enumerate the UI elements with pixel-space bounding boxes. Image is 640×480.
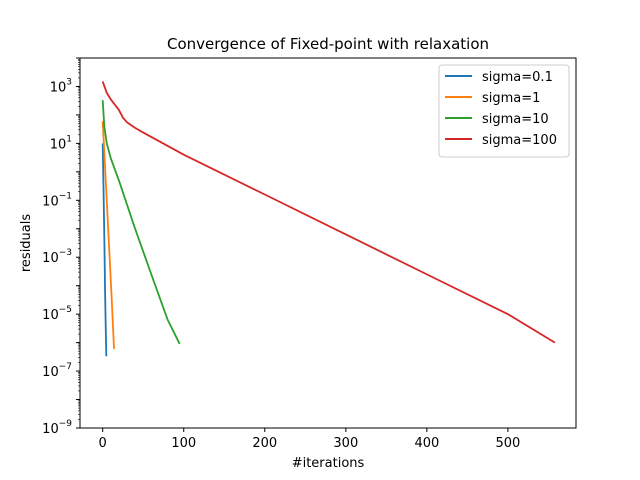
series-line-sigma-100: [101, 81, 556, 344]
x-tick-label: 0: [99, 436, 107, 451]
legend-entry-label: sigma=10: [482, 112, 549, 127]
legend-entry-label: sigma=1: [482, 91, 540, 106]
legend-entry-label: sigma=0.1: [482, 70, 553, 85]
legend: sigma=0.1 sigma=1 sigma=10 sigma=100: [438, 64, 570, 158]
legend-entry-label: sigma=100: [482, 133, 557, 148]
y-tick-label: 101: [50, 134, 72, 152]
series-layer: [101, 81, 556, 357]
y-tick-label: 10−7: [42, 362, 72, 380]
legend-box: [438, 64, 570, 158]
y-tick-label: 10−5: [42, 305, 72, 323]
series-line-sigma-10: [101, 100, 181, 345]
x-tick-label: 500: [496, 436, 521, 451]
y-axis-ticks: 10−9 10−7 10−5 10−3 10−1 101 103: [42, 57, 80, 437]
series-line-sigma-0-1: [101, 143, 108, 357]
x-tick-label: 300: [333, 436, 358, 451]
y-tick-label: 10−1: [42, 191, 72, 209]
y-axis-label: residuals: [19, 214, 34, 273]
plot-frame: [79, 57, 577, 429]
x-tick-label: 400: [414, 436, 439, 451]
y-tick-label: 103: [50, 77, 72, 95]
x-axis-ticks: 0 100 200 300 400 500: [99, 428, 521, 451]
x-axis-label: #iterations: [292, 456, 365, 471]
x-tick-label: 200: [252, 436, 277, 451]
series-line-sigma-1: [101, 121, 115, 349]
x-tick-label: 100: [171, 436, 196, 451]
chart-title: Convergence of Fixed-point with relaxati…: [167, 35, 489, 53]
y-tick-label: 10−3: [42, 248, 72, 266]
y-tick-label: 10−9: [42, 419, 72, 437]
